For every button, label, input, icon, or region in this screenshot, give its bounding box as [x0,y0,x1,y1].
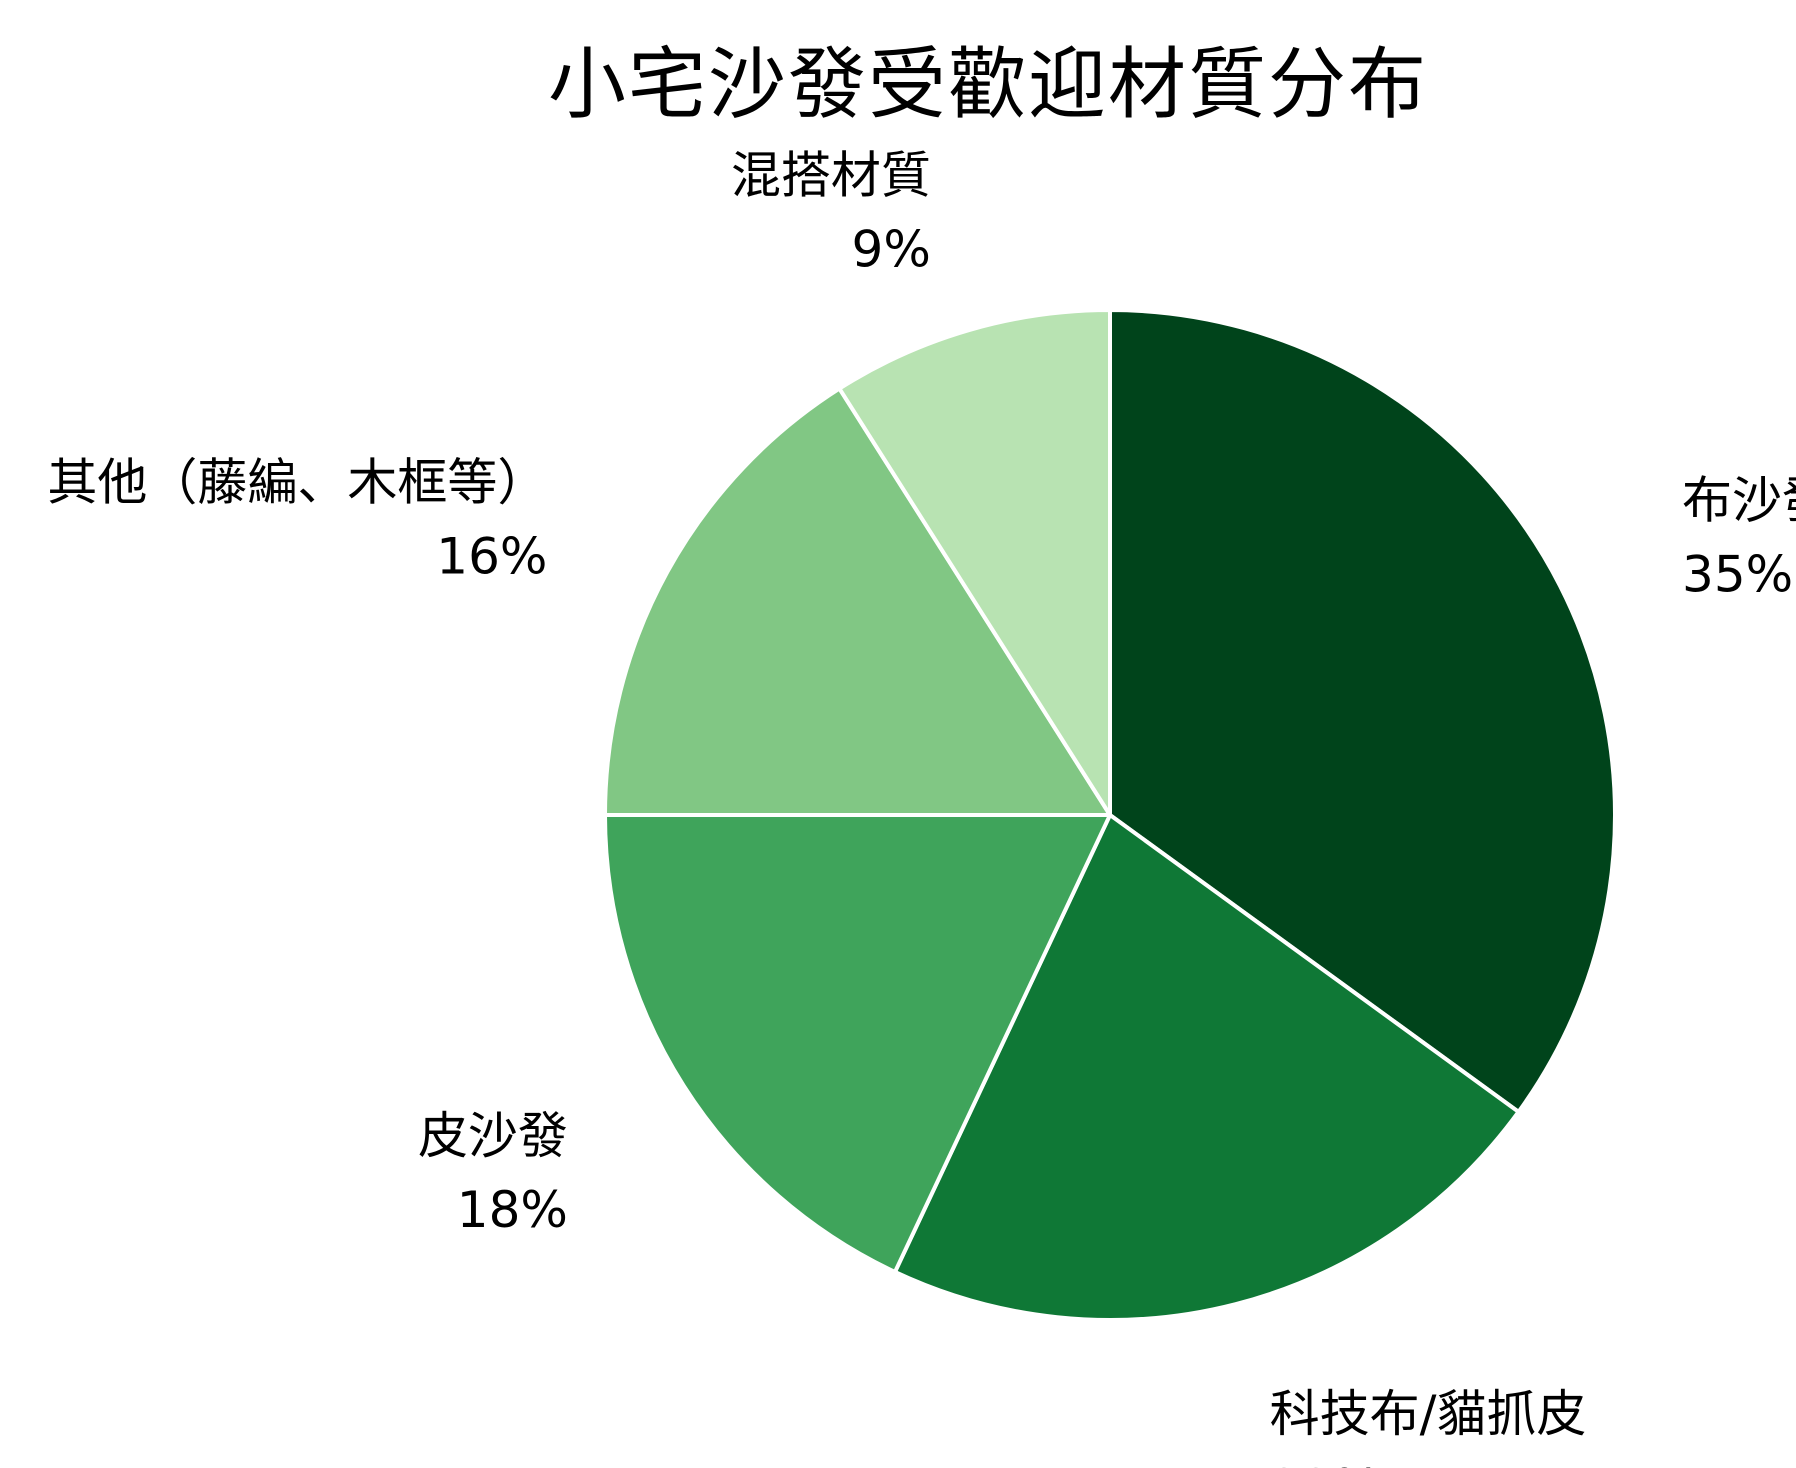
slice-value-label: 16% [436,528,547,586]
slice-label-5: 混搭材質 9% [731,146,931,278]
slice-category-label: 皮沙發 [418,1107,568,1165]
pie-slice-5 [837,308,1112,817]
slice-category-label: 其他（藤編、木框等） [47,454,547,512]
slice-label-2: 科技布/貓抓皮 22% [1270,1385,1587,1468]
slice-label-1: 布沙發 35% [1682,472,1796,604]
slice-label-4: 其他（藤編、木框等） 16% [47,454,547,586]
pie-labels: 布沙發 35% 科技布/貓抓皮 22% 皮沙發 18% 其他（藤編、木框等） 16% 混搭材質 9… [47,146,1796,1468]
pie-slices [603,308,1617,1322]
pie-slice-3 [603,813,1112,1274]
slice-value-label: 18% [457,1181,568,1239]
pie-slice-4 [603,386,1112,817]
pie-slice-1 [1108,308,1617,1114]
slice-category-label: 科技布/貓抓皮 [1270,1385,1587,1443]
slice-category-label: 布沙發 [1682,472,1796,530]
slice-value-label: 9% [852,220,931,278]
slice-category-label: 混搭材質 [731,146,931,204]
chart-title: 小宅沙發受歡迎材質分布 [547,40,1428,130]
slice-value-label: 35% [1682,546,1793,604]
slice-value-label: 22% [1270,1459,1381,1468]
slice-label-3: 皮沙發 18% [418,1107,568,1239]
